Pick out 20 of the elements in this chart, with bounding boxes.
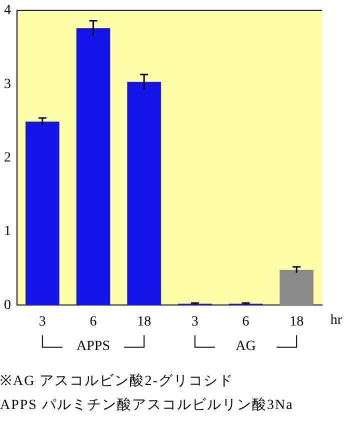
y-tick-label: 3 [4, 76, 11, 92]
x-tick-label: 18 [290, 314, 304, 330]
y-tick-label: 4 [4, 3, 11, 18]
x-tick-label: 3 [38, 314, 46, 330]
text: AG [236, 338, 256, 354]
y-tick-label: 0 [4, 298, 11, 313]
x-axis-title: hr [330, 312, 342, 328]
bar [127, 82, 161, 306]
y-tick-label: 1 [4, 224, 11, 240]
bar [26, 122, 60, 306]
bar [76, 28, 110, 306]
text: APPS [76, 338, 110, 354]
x-tick-label: 6 [242, 314, 250, 330]
text: ※AG アスコルビン酸2-グリコシド [0, 372, 234, 391]
y-tick-label: 2 [4, 150, 11, 166]
x-tick-label: 18 [137, 314, 152, 330]
text: APPS パルミチン酸アスコルビルリン酸3Na [0, 396, 294, 415]
bar [280, 270, 314, 306]
x-tick-label: 3 [191, 314, 198, 330]
x-tick-label: 6 [90, 314, 97, 330]
